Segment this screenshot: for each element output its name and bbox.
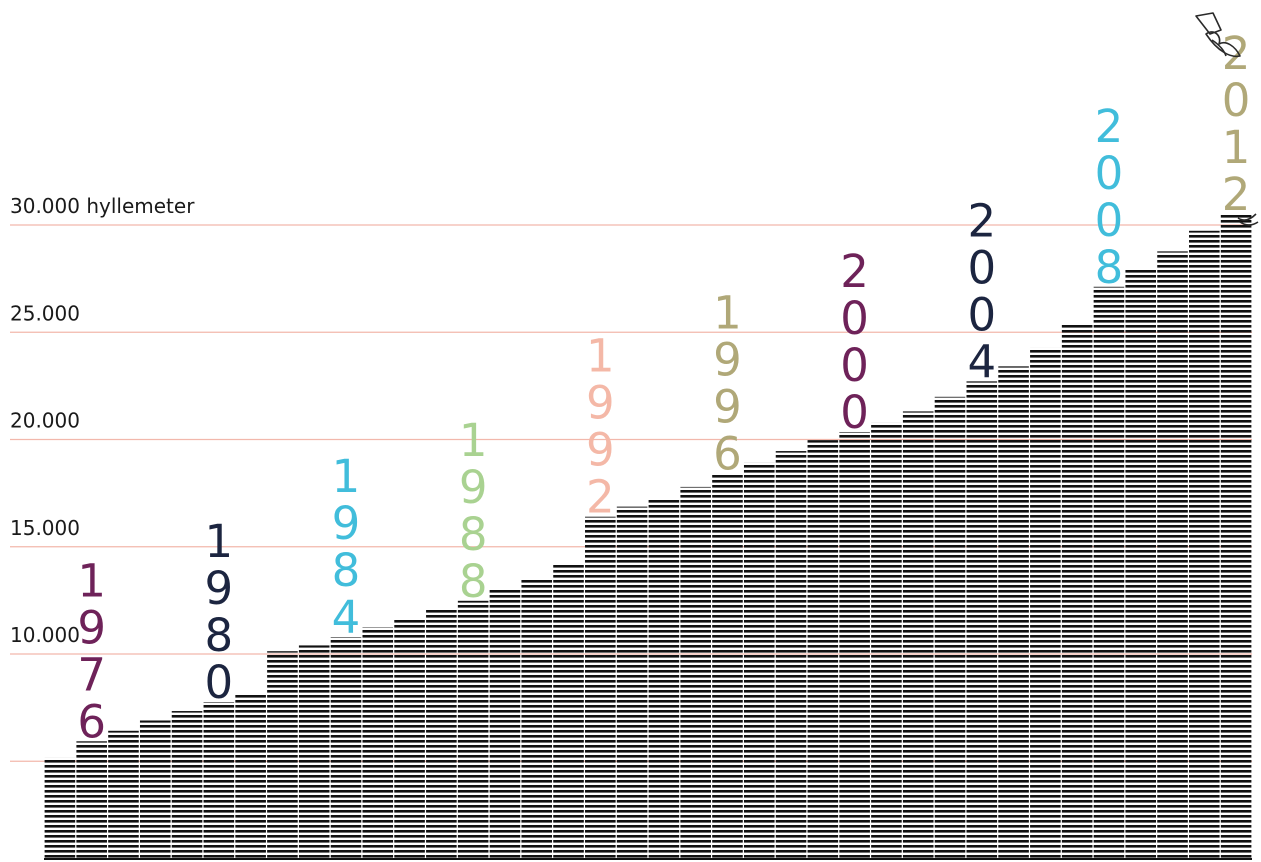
bars (44, 214, 1252, 860)
year-digit: 9 (586, 377, 615, 430)
bar-1977 (108, 730, 139, 858)
bar-1994 (648, 498, 680, 858)
y-tick-label: 10.000 (10, 623, 80, 647)
year-digit: 2 (586, 471, 615, 524)
year-digit: 0 (967, 241, 996, 294)
bar-2007 (1061, 324, 1093, 859)
year-digit: 8 (205, 609, 234, 662)
y-tick-label: 20.000 (10, 409, 80, 433)
year-digit: 0 (840, 292, 869, 345)
bar-2002 (902, 411, 934, 858)
year-digit: 2 (1222, 168, 1251, 221)
bar-1986 (394, 618, 425, 858)
year-digit: 7 (77, 648, 106, 701)
bar-1985 (362, 627, 394, 858)
year-digit: 2 (1095, 100, 1124, 153)
year-digit: 1 (1222, 121, 1251, 174)
bar-2008 (1093, 286, 1125, 858)
year-digit: 9 (332, 497, 361, 550)
y-tick-label: 15.000 (10, 516, 80, 540)
bar-1992 (585, 516, 616, 858)
bar-2001 (871, 422, 902, 858)
year-digit: 8 (459, 555, 488, 608)
bar-1984 (330, 637, 362, 858)
bar-2005 (998, 366, 1029, 858)
bar-1980 (203, 702, 235, 858)
bar-1991 (553, 564, 584, 858)
year-digit: 1 (77, 554, 106, 607)
bar-1997 (743, 462, 775, 858)
year-digit: 2 (840, 245, 869, 298)
bar-1976 (76, 741, 107, 858)
year-digit: 0 (840, 386, 869, 439)
falling-paper-icon (1195, 12, 1259, 226)
bar-1981 (235, 693, 266, 858)
bar-2006 (1030, 347, 1061, 858)
y-tick-label: 30.000 hyllemeter (10, 194, 195, 218)
bar-2012 (1220, 214, 1252, 859)
bar-1987 (426, 608, 457, 858)
year-digit: 8 (332, 544, 361, 597)
bar-2004 (966, 381, 998, 858)
year-digit: 8 (1095, 241, 1124, 294)
bar-1996 (712, 473, 743, 858)
bar-1982 (267, 651, 298, 858)
y-tick-label: 25.000 (10, 301, 80, 325)
year-digit: 9 (77, 601, 106, 654)
bar-2000 (839, 431, 870, 858)
year-digit: 0 (1222, 74, 1251, 127)
year-digit: 9 (713, 380, 742, 433)
y-axis-ticks: 10.000 15.000 20.000 25.000 30.000 hyllemete… (10, 194, 195, 647)
year-digit: 1 (332, 450, 361, 503)
year-digit: 1 (586, 330, 615, 383)
year-digit: 9 (459, 461, 488, 514)
year-digit: 0 (1095, 147, 1124, 200)
bar-1999 (807, 440, 839, 858)
year-digit: 9 (713, 333, 742, 386)
year-digit: 1 (205, 515, 234, 568)
year-digit: 8 (459, 508, 488, 561)
year-digit: 0 (967, 288, 996, 341)
bar-1975 (44, 757, 76, 858)
bar-1998 (775, 451, 807, 858)
year-digit: 0 (1095, 194, 1124, 247)
year-digit: 4 (967, 335, 996, 388)
bar-1989 (489, 589, 521, 858)
bar-1983 (298, 645, 330, 858)
year-digit: 9 (586, 424, 615, 477)
bar-1993 (616, 506, 648, 858)
bar-1988 (457, 600, 489, 858)
bar-2003 (934, 396, 966, 858)
bar-2011 (1189, 230, 1220, 858)
bar-1978 (139, 720, 171, 858)
year-digit: 1 (459, 414, 488, 467)
year-digit: 0 (840, 339, 869, 392)
bar-1990 (521, 578, 553, 858)
year-digit: 4 (332, 591, 361, 644)
bar-2009 (1125, 269, 1157, 858)
year-digit: 9 (205, 562, 234, 615)
year-digit: 6 (713, 427, 742, 480)
year-digit: 2 (967, 194, 996, 247)
bar-1995 (680, 486, 711, 858)
year-digit: 1 (713, 286, 742, 339)
bar-2010 (1157, 251, 1188, 859)
bar-1979 (171, 711, 203, 858)
year-digit: 0 (205, 656, 234, 709)
year-digit: 6 (77, 695, 106, 748)
